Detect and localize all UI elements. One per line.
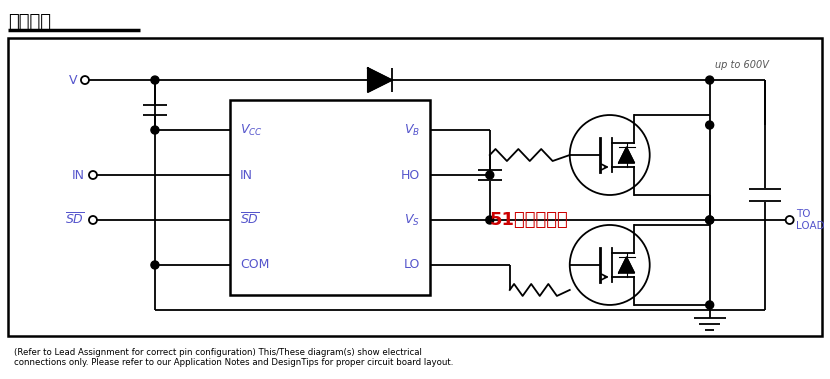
Text: (Refer to Lead Assignment for correct pin configuration) This/These diagram(s) s: (Refer to Lead Assignment for correct pi…	[14, 348, 453, 367]
Text: LO: LO	[403, 258, 420, 271]
Bar	[230, 100, 430, 295]
Text: $V_{CC}$: $V_{CC}$	[240, 122, 262, 138]
Circle shape	[706, 121, 714, 129]
Text: TO
LOAD: TO LOAD	[796, 209, 824, 231]
Text: 典型连接: 典型连接	[8, 13, 51, 31]
Circle shape	[486, 171, 494, 179]
Circle shape	[706, 216, 714, 224]
Circle shape	[486, 216, 494, 224]
Text: V: V	[68, 74, 77, 86]
Polygon shape	[368, 68, 392, 92]
Text: IN: IN	[72, 169, 85, 182]
Circle shape	[706, 216, 714, 224]
Text: $V_B$: $V_B$	[403, 122, 420, 138]
Circle shape	[151, 126, 159, 134]
Text: $V_S$: $V_S$	[404, 213, 420, 227]
Text: IN: IN	[240, 169, 253, 182]
Circle shape	[151, 261, 159, 269]
Text: $\overline{SD}$: $\overline{SD}$	[240, 212, 260, 228]
Text: HO: HO	[401, 169, 420, 182]
Circle shape	[151, 76, 159, 84]
Polygon shape	[618, 147, 634, 163]
Bar	[8, 38, 822, 336]
Circle shape	[706, 301, 714, 309]
Text: $\overline{SD}$: $\overline{SD}$	[66, 212, 85, 228]
Circle shape	[706, 76, 714, 84]
Polygon shape	[618, 257, 634, 273]
Text: 51黑电子论坛: 51黑电子论坛	[490, 211, 569, 229]
Text: up to 600V: up to 600V	[715, 60, 769, 70]
Text: COM: COM	[240, 258, 269, 271]
